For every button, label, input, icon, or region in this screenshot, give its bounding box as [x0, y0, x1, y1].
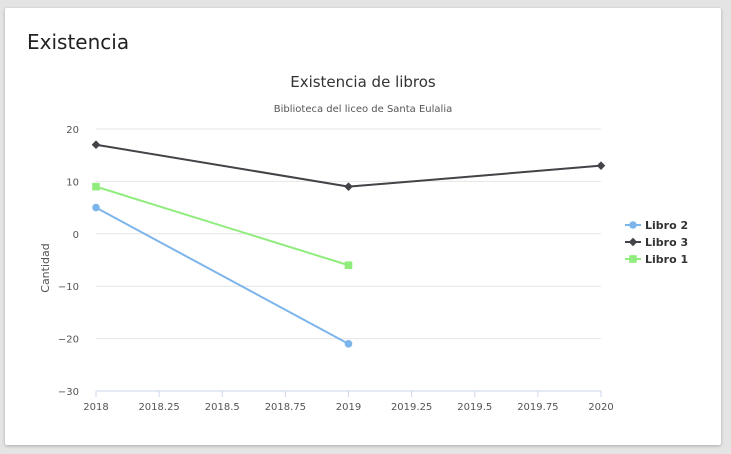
- legend-item-libro-2[interactable]: Libro 2: [625, 219, 688, 232]
- x-tick-label: 2019.75: [517, 402, 558, 413]
- series-line[interactable]: [95, 206, 350, 345]
- chart-title: Existencia de libros: [290, 73, 436, 91]
- legend-symbol-marker: [628, 237, 638, 247]
- data-point[interactable]: [344, 261, 353, 270]
- y-tick-label: 20: [66, 125, 79, 136]
- x-tick-label: 2018.75: [265, 402, 306, 413]
- chart-subtitle: Biblioteca del liceo de Santa Eulalia: [274, 104, 452, 115]
- data-point[interactable]: [596, 161, 606, 170]
- x-tick-label: 2019.25: [391, 402, 432, 413]
- x-tick-label: 2019: [336, 402, 361, 413]
- line-chart: Existencia de libros Biblioteca del lice…: [39, 73, 688, 413]
- series-libro-1: [92, 182, 353, 270]
- series-libro-3: [91, 140, 606, 191]
- y-tick-label: 10: [66, 177, 79, 188]
- legend-label: Libro 2: [645, 219, 688, 232]
- chart-card: Existencia Existencia de libros Bibliote…: [5, 8, 721, 445]
- series-libro-2: [92, 203, 353, 348]
- legend-label: Libro 1: [645, 253, 688, 266]
- axes: −30 −20 −10 0 10 20 2018 2018.25 2018.5 2018.75 20…: [58, 125, 614, 413]
- legend-item-libro-3[interactable]: Libro 3: [625, 236, 688, 249]
- y-tick-label: −10: [58, 282, 79, 293]
- card-title: Existencia: [27, 30, 130, 54]
- legend-symbol-marker: [629, 255, 637, 263]
- legend-symbol-marker: [629, 221, 637, 229]
- data-point[interactable]: [91, 140, 101, 150]
- x-tick-label: 2018.25: [138, 402, 179, 413]
- y-axis-title: Cantidad: [39, 243, 52, 292]
- y-tick-label: −30: [58, 387, 79, 398]
- legend-item-libro-1[interactable]: Libro 1: [625, 253, 688, 266]
- x-tick-label: 2018.5: [205, 402, 240, 413]
- series-line[interactable]: [95, 143, 602, 188]
- legend: Libro 2 Libro 3 Libro 1: [625, 219, 688, 266]
- legend-label: Libro 3: [645, 236, 688, 249]
- series-line[interactable]: [95, 185, 350, 267]
- data-point[interactable]: [344, 340, 353, 348]
- x-tick-label: 2019.5: [457, 402, 492, 413]
- x-tick-label: 2020: [588, 402, 613, 413]
- data-point[interactable]: [92, 182, 100, 191]
- data-point[interactable]: [92, 203, 100, 212]
- y-tick-label: 0: [73, 230, 79, 241]
- y-tick-label: −20: [58, 335, 79, 346]
- series-group: [91, 140, 606, 348]
- data-point[interactable]: [344, 182, 353, 191]
- x-tick-label: 2018: [83, 402, 108, 413]
- grid: [96, 128, 601, 340]
